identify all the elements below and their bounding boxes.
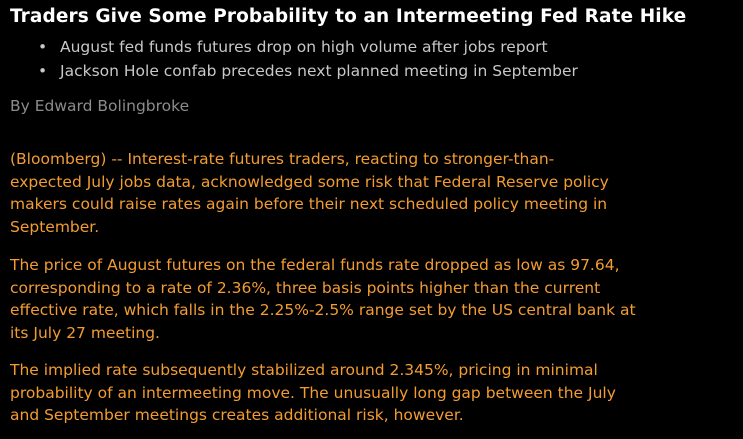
headline: Traders Give Some Probability to an Inte… [10, 6, 687, 27]
paragraph-line: its July 27 meeting. [10, 323, 160, 342]
paragraph-line: corresponding to a rate of 2.36%, three … [10, 278, 601, 297]
paragraph-line: makers could raise rates again before th… [10, 195, 608, 213]
paragraph-line: expected July jobs data, acknowledged so… [10, 172, 609, 191]
bullet-item: • August fed funds futures drop on high v… [38, 38, 548, 56]
paragraph-line: (Bloomberg) -- Interest-rate futures tra… [10, 150, 555, 168]
paragraph-line: The implied rate subsequently stabilized… [10, 361, 598, 379]
paragraph-line: and September meetings creates additiona… [10, 406, 464, 424]
byline: By Edward Bolingbroke [10, 97, 190, 115]
paragraph-line: September. [10, 217, 100, 236]
paragraph-line: probability of an intermeeting move. The… [10, 383, 616, 402]
bullet-text: August fed funds futures drop on high vo… [60, 38, 548, 56]
bullet-text: Jackson Hole confab precedes next planne… [60, 62, 578, 80]
paragraph: The price of August futures on the feder… [10, 254, 636, 344]
paragraph-line: effective rate, which falls in the 2.25%… [10, 301, 636, 319]
paragraph: The implied rate subsequently stabilized… [10, 359, 616, 427]
paragraph: (Bloomberg) -- Interest-rate futures tra… [10, 148, 609, 238]
paragraph-line: The price of August futures on the feder… [10, 256, 620, 274]
bullet-item: • Jackson Hole confab precedes next plann… [38, 62, 578, 80]
